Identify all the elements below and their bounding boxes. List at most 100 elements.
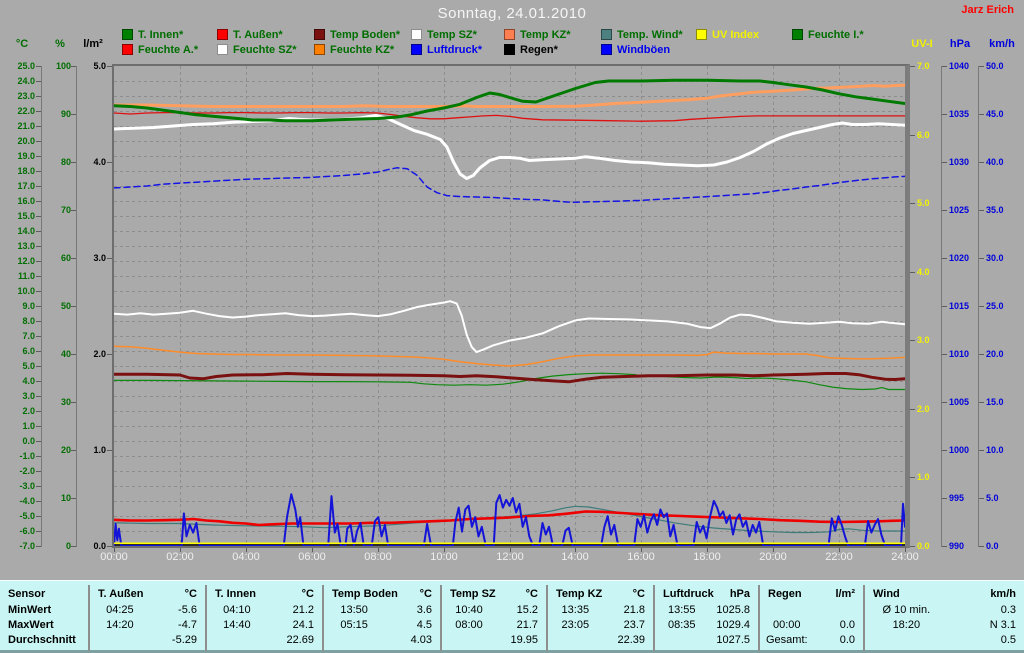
x-axis-label: 20:00 xyxy=(759,551,787,563)
axis-tick-label: 1020 xyxy=(949,253,970,263)
temp-sz-swatch-icon xyxy=(411,29,422,40)
axis-tick xyxy=(910,340,915,341)
axis-tick xyxy=(979,450,984,451)
stats-cell-min xyxy=(760,602,863,617)
axis-tick-label: 3.0 xyxy=(917,335,930,345)
axis-tick xyxy=(979,114,984,115)
stats-cell-min: 10:40 15.2 xyxy=(455,603,538,616)
x-axis-label: 24:00 xyxy=(891,551,919,563)
axis-tick-label: 6.0 xyxy=(22,346,35,356)
axis-tick xyxy=(942,402,947,403)
axis-tick-label: 100 xyxy=(55,61,71,71)
axis-tick xyxy=(942,258,947,259)
stats-table: Sensor MinWert MaxWert Durchschnitt T. Außen… xyxy=(0,580,1024,653)
stats-cell-avg: 22.39 xyxy=(617,633,645,646)
series-feuchte-kz xyxy=(113,345,906,367)
axis-tick-label: 13.0 xyxy=(17,241,35,251)
x-axis-tick xyxy=(312,548,313,552)
axis-tick-label: 40.0 xyxy=(986,157,1004,167)
axis-tick-label: 17.0 xyxy=(17,181,35,191)
axis-tick xyxy=(36,516,41,517)
axis-tick xyxy=(36,411,41,412)
legend-label: Windböen xyxy=(617,43,671,56)
stats-col-temp-kz: Temp KZ °C 13:35 21.8 23:05 23.7 22.39 xyxy=(546,585,653,651)
stats-cell-avg: 19.95 xyxy=(510,633,538,646)
axis-tick-label: 23.0 xyxy=(17,91,35,101)
axis-tick xyxy=(36,351,41,352)
x-axis-label: 14:00 xyxy=(561,551,589,563)
axis-tick xyxy=(36,306,41,307)
stats-col-temp-sz: Temp SZ °C 10:40 15.2 08:00 21.7 19.95 xyxy=(440,585,546,651)
series-luftdruck xyxy=(113,167,906,204)
axis-tick xyxy=(36,396,41,397)
temp-axis-spine xyxy=(41,66,42,547)
axis-tick-label: 80 xyxy=(60,157,71,167)
axis-tick-label: 50.0 xyxy=(986,61,1004,71)
stats-col-t-innen: T. Innen °C 04:10 21.2 14:40 24.1 22.69 xyxy=(205,585,322,651)
stats-row-label: MinWert xyxy=(8,603,52,616)
axis-tick-label: 2.0 xyxy=(93,349,106,359)
axis-tick-label: 1035 xyxy=(949,109,970,119)
axis-tick-label: 19.0 xyxy=(17,151,35,161)
axis-tick xyxy=(71,66,76,67)
axis-tick-label: 15.0 xyxy=(17,211,35,221)
axis-tick-label: -2.0 xyxy=(19,466,35,476)
stats-cell-min: 13:50 3.6 xyxy=(340,603,432,616)
axis-tick-label: 5.0 xyxy=(917,198,930,208)
stats-cell-max: 23:05 23.7 xyxy=(561,618,645,631)
stats-col-header: Temp SZ °C xyxy=(450,587,538,600)
axis-tick-label: 40 xyxy=(60,349,71,359)
axis-tick-label: 10.0 xyxy=(986,445,1004,455)
axis-tick xyxy=(36,66,41,67)
axis-tick xyxy=(36,201,41,202)
axis-tick-label: 18.0 xyxy=(17,166,35,176)
legend-item-temp-kz: Temp KZ* xyxy=(504,28,571,41)
stats-cell-avg: 0.5 xyxy=(1000,633,1016,646)
x-axis-tick xyxy=(641,548,642,552)
x-axis-label: 04:00 xyxy=(232,551,260,563)
axis-tick xyxy=(36,381,41,382)
stats-cell-max: 08:35 1029.4 xyxy=(668,618,750,631)
axis-tick-label: 50 xyxy=(60,301,71,311)
x-axis-label: 02:00 xyxy=(166,551,194,563)
axis-tick-label: 1030 xyxy=(949,157,970,167)
axis-tick xyxy=(107,258,112,259)
axis-tick xyxy=(36,126,41,127)
axis-tick xyxy=(36,246,41,247)
axis-tick-label: 0.0 xyxy=(93,541,106,551)
axis-tick xyxy=(71,162,76,163)
x-axis-label: 18:00 xyxy=(693,551,721,563)
axis-tick xyxy=(71,498,76,499)
legend-label: UV Index xyxy=(712,28,760,41)
axis-tick-label: 14.0 xyxy=(17,226,35,236)
axis-tick-label: 20.0 xyxy=(986,349,1004,359)
axis-tick xyxy=(979,354,984,355)
axis-tick-label: 5.0 xyxy=(93,61,106,71)
legend-item-uv-index: UV Index xyxy=(696,28,759,41)
axis-tick-label: 21.0 xyxy=(17,121,35,131)
axis-tick xyxy=(36,171,41,172)
stats-cell-avg: 22.69 xyxy=(286,633,314,646)
uv-index-swatch-icon xyxy=(696,29,707,40)
axis-tick-label: 16.0 xyxy=(17,196,35,206)
axis-tick-label: -7.0 xyxy=(19,541,35,551)
legend-item-temp-boden: Temp Boden* xyxy=(314,28,400,41)
stats-col-header: Temp KZ °C xyxy=(556,587,645,600)
axis-tick-label: 2.0 xyxy=(22,406,35,416)
series-temp-sz xyxy=(112,114,907,180)
x-axis-label: 08:00 xyxy=(364,551,392,563)
series-temp-wind xyxy=(113,505,906,534)
axis-tick-label: 7.0 xyxy=(22,331,35,341)
axis-tick-label: 10 xyxy=(60,493,71,503)
legend-label: Feuchte KZ* xyxy=(330,43,395,56)
axis-tick xyxy=(36,81,41,82)
x-axis-label: 10:00 xyxy=(430,551,458,563)
chart-plot-area xyxy=(112,66,907,547)
axis-tick xyxy=(71,402,76,403)
stats-col-luftdruck: Luftdruck hPa 13:55 1025.8 08:35 1029.4 1027.5 xyxy=(653,585,758,651)
axis-tick xyxy=(910,409,915,410)
axis-tick xyxy=(107,450,112,451)
axis-tick xyxy=(36,231,41,232)
axis-tick-label: 4.0 xyxy=(22,376,35,386)
axis-tick-label: 1.0 xyxy=(917,472,930,482)
